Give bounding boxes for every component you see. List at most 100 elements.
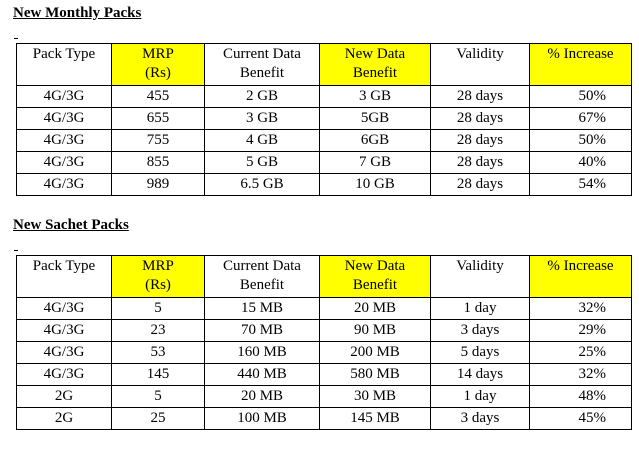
cell-increase: 29%	[529, 319, 632, 342]
cell-pack-type: 4G/3G	[16, 363, 112, 386]
cell-mrp: 455	[111, 85, 205, 108]
cell-mrp: 145	[111, 363, 205, 386]
table-row: 4G/3G 5 15 MB 20 MB 1 day 32%	[16, 297, 632, 320]
header-new-line1: New Data	[344, 46, 406, 62]
cell-current-data: 15 MB	[204, 297, 320, 320]
cell-current-data: 100 MB	[204, 407, 320, 430]
cell-current-data: 5 GB	[204, 151, 320, 174]
cell-mrp: 989	[111, 173, 205, 196]
sachet-packs-title: New Sachet Packs	[13, 217, 129, 233]
cell-mrp: 755	[111, 129, 205, 152]
monthly-packs-table: Pack Type MRP (Rs) Current Data Benefit Ne…	[16, 43, 632, 196]
cell-pack-type: 2G	[16, 385, 112, 408]
cell-validity: 28 days	[430, 107, 530, 130]
cell-new-data: 5GB	[319, 107, 431, 130]
cell-new-data: 145 MB	[319, 407, 431, 430]
cell-new-data: 90 MB	[319, 319, 431, 342]
cell-increase: 32%	[529, 297, 632, 320]
cell-validity: 1 day	[430, 297, 530, 320]
header-mrp: MRP (Rs)	[111, 43, 205, 86]
cell-new-data: 3 GB	[319, 85, 431, 108]
cell-validity: 28 days	[430, 85, 530, 108]
cell-new-data: 20 MB	[319, 297, 431, 320]
cell-validity: 1 day	[430, 385, 530, 408]
cell-pack-type: 4G/3G	[16, 319, 112, 342]
header-increase: % Increase	[529, 43, 632, 86]
cell-current-data: 20 MB	[204, 385, 320, 408]
cell-current-data: 2 GB	[204, 85, 320, 108]
monthly-packs-title: New Monthly Packs	[13, 5, 142, 21]
header-new-line2: Benefit	[352, 277, 398, 293]
cell-pack-type: 4G/3G	[16, 151, 112, 174]
section-marker	[14, 38, 18, 39]
header-mrp-line1: MRP	[142, 46, 174, 62]
header-current-line2: Benefit	[239, 65, 285, 81]
cell-pack-type: 4G/3G	[16, 85, 112, 108]
cell-new-data: 10 GB	[319, 173, 431, 196]
cell-pack-type: 4G/3G	[16, 129, 112, 152]
header-new-data: New Data Benefit	[319, 43, 431, 86]
cell-increase: 48%	[529, 385, 632, 408]
table-body: Pack Type MRP (Rs) Current Data Benefit Ne…	[16, 43, 632, 196]
cell-mrp: 23	[111, 319, 205, 342]
header-pack-type: Pack Type	[16, 255, 112, 298]
cell-validity: 5 days	[430, 341, 530, 364]
cell-mrp: 25	[111, 407, 205, 430]
cell-increase: 50%	[529, 85, 632, 108]
cell-mrp: 53	[111, 341, 205, 364]
cell-increase: 25%	[529, 341, 632, 364]
table-row: 4G/3G 855 5 GB 7 GB 28 days 40%	[16, 151, 632, 174]
header-pack-type: Pack Type	[16, 43, 112, 86]
header-mrp-line2: (Rs)	[145, 277, 171, 293]
cell-validity: 3 days	[430, 407, 530, 430]
cell-pack-type: 4G/3G	[16, 297, 112, 320]
header-current-line1: Current Data	[223, 46, 301, 62]
cell-validity: 14 days	[430, 363, 530, 386]
header-validity: Validity	[430, 255, 530, 298]
cell-current-data: 6.5 GB	[204, 173, 320, 196]
header-increase: % Increase	[529, 255, 632, 298]
table-row: 4G/3G 755 4 GB 6GB 28 days 50%	[16, 129, 632, 152]
cell-pack-type: 4G/3G	[16, 107, 112, 130]
cell-new-data: 30 MB	[319, 385, 431, 408]
table-row: 2G 25 100 MB 145 MB 3 days 45%	[16, 407, 632, 430]
table-row: 4G/3G 655 3 GB 5GB 28 days 67%	[16, 107, 632, 130]
cell-current-data: 70 MB	[204, 319, 320, 342]
header-current-data: Current Data Benefit	[204, 43, 320, 86]
table-row: 4G/3G 989 6.5 GB 10 GB 28 days 54%	[16, 173, 632, 196]
cell-pack-type: 2G	[16, 407, 112, 430]
table-row: 4G/3G 145 440 MB 580 MB 14 days 32%	[16, 363, 632, 386]
cell-increase: 32%	[529, 363, 632, 386]
header-new-line2: Benefit	[352, 65, 398, 81]
table-header-row: Pack Type MRP (Rs) Current Data Benefit Ne…	[16, 255, 632, 298]
header-current-line2: Benefit	[239, 277, 285, 293]
header-current-data: Current Data Benefit	[204, 255, 320, 298]
cell-increase: 54%	[529, 173, 632, 196]
header-mrp-line1: MRP	[142, 258, 174, 274]
table-header-row: Pack Type MRP (Rs) Current Data Benefit Ne…	[16, 43, 632, 86]
cell-current-data: 3 GB	[204, 107, 320, 130]
cell-new-data: 580 MB	[319, 363, 431, 386]
header-mrp: MRP (Rs)	[111, 255, 205, 298]
header-mrp-line2: (Rs)	[145, 65, 171, 81]
cell-mrp: 5	[111, 385, 205, 408]
cell-increase: 67%	[529, 107, 632, 130]
cell-mrp: 5	[111, 297, 205, 320]
cell-current-data: 440 MB	[204, 363, 320, 386]
sachet-packs-table: Pack Type MRP (Rs) Current Data Benefit Ne…	[16, 255, 632, 430]
section-marker	[14, 250, 18, 251]
cell-new-data: 200 MB	[319, 341, 431, 364]
cell-validity: 3 days	[430, 319, 530, 342]
header-new-data: New Data Benefit	[319, 255, 431, 298]
header-validity: Validity	[430, 43, 530, 86]
table-row: 4G/3G 53 160 MB 200 MB 5 days 25%	[16, 341, 632, 364]
cell-current-data: 160 MB	[204, 341, 320, 364]
cell-new-data: 7 GB	[319, 151, 431, 174]
cell-validity: 28 days	[430, 151, 530, 174]
table-row: 4G/3G 455 2 GB 3 GB 28 days 50%	[16, 85, 632, 108]
table-row: 4G/3G 23 70 MB 90 MB 3 days 29%	[16, 319, 632, 342]
cell-increase: 40%	[529, 151, 632, 174]
cell-new-data: 6GB	[319, 129, 431, 152]
cell-validity: 28 days	[430, 129, 530, 152]
cell-mrp: 655	[111, 107, 205, 130]
